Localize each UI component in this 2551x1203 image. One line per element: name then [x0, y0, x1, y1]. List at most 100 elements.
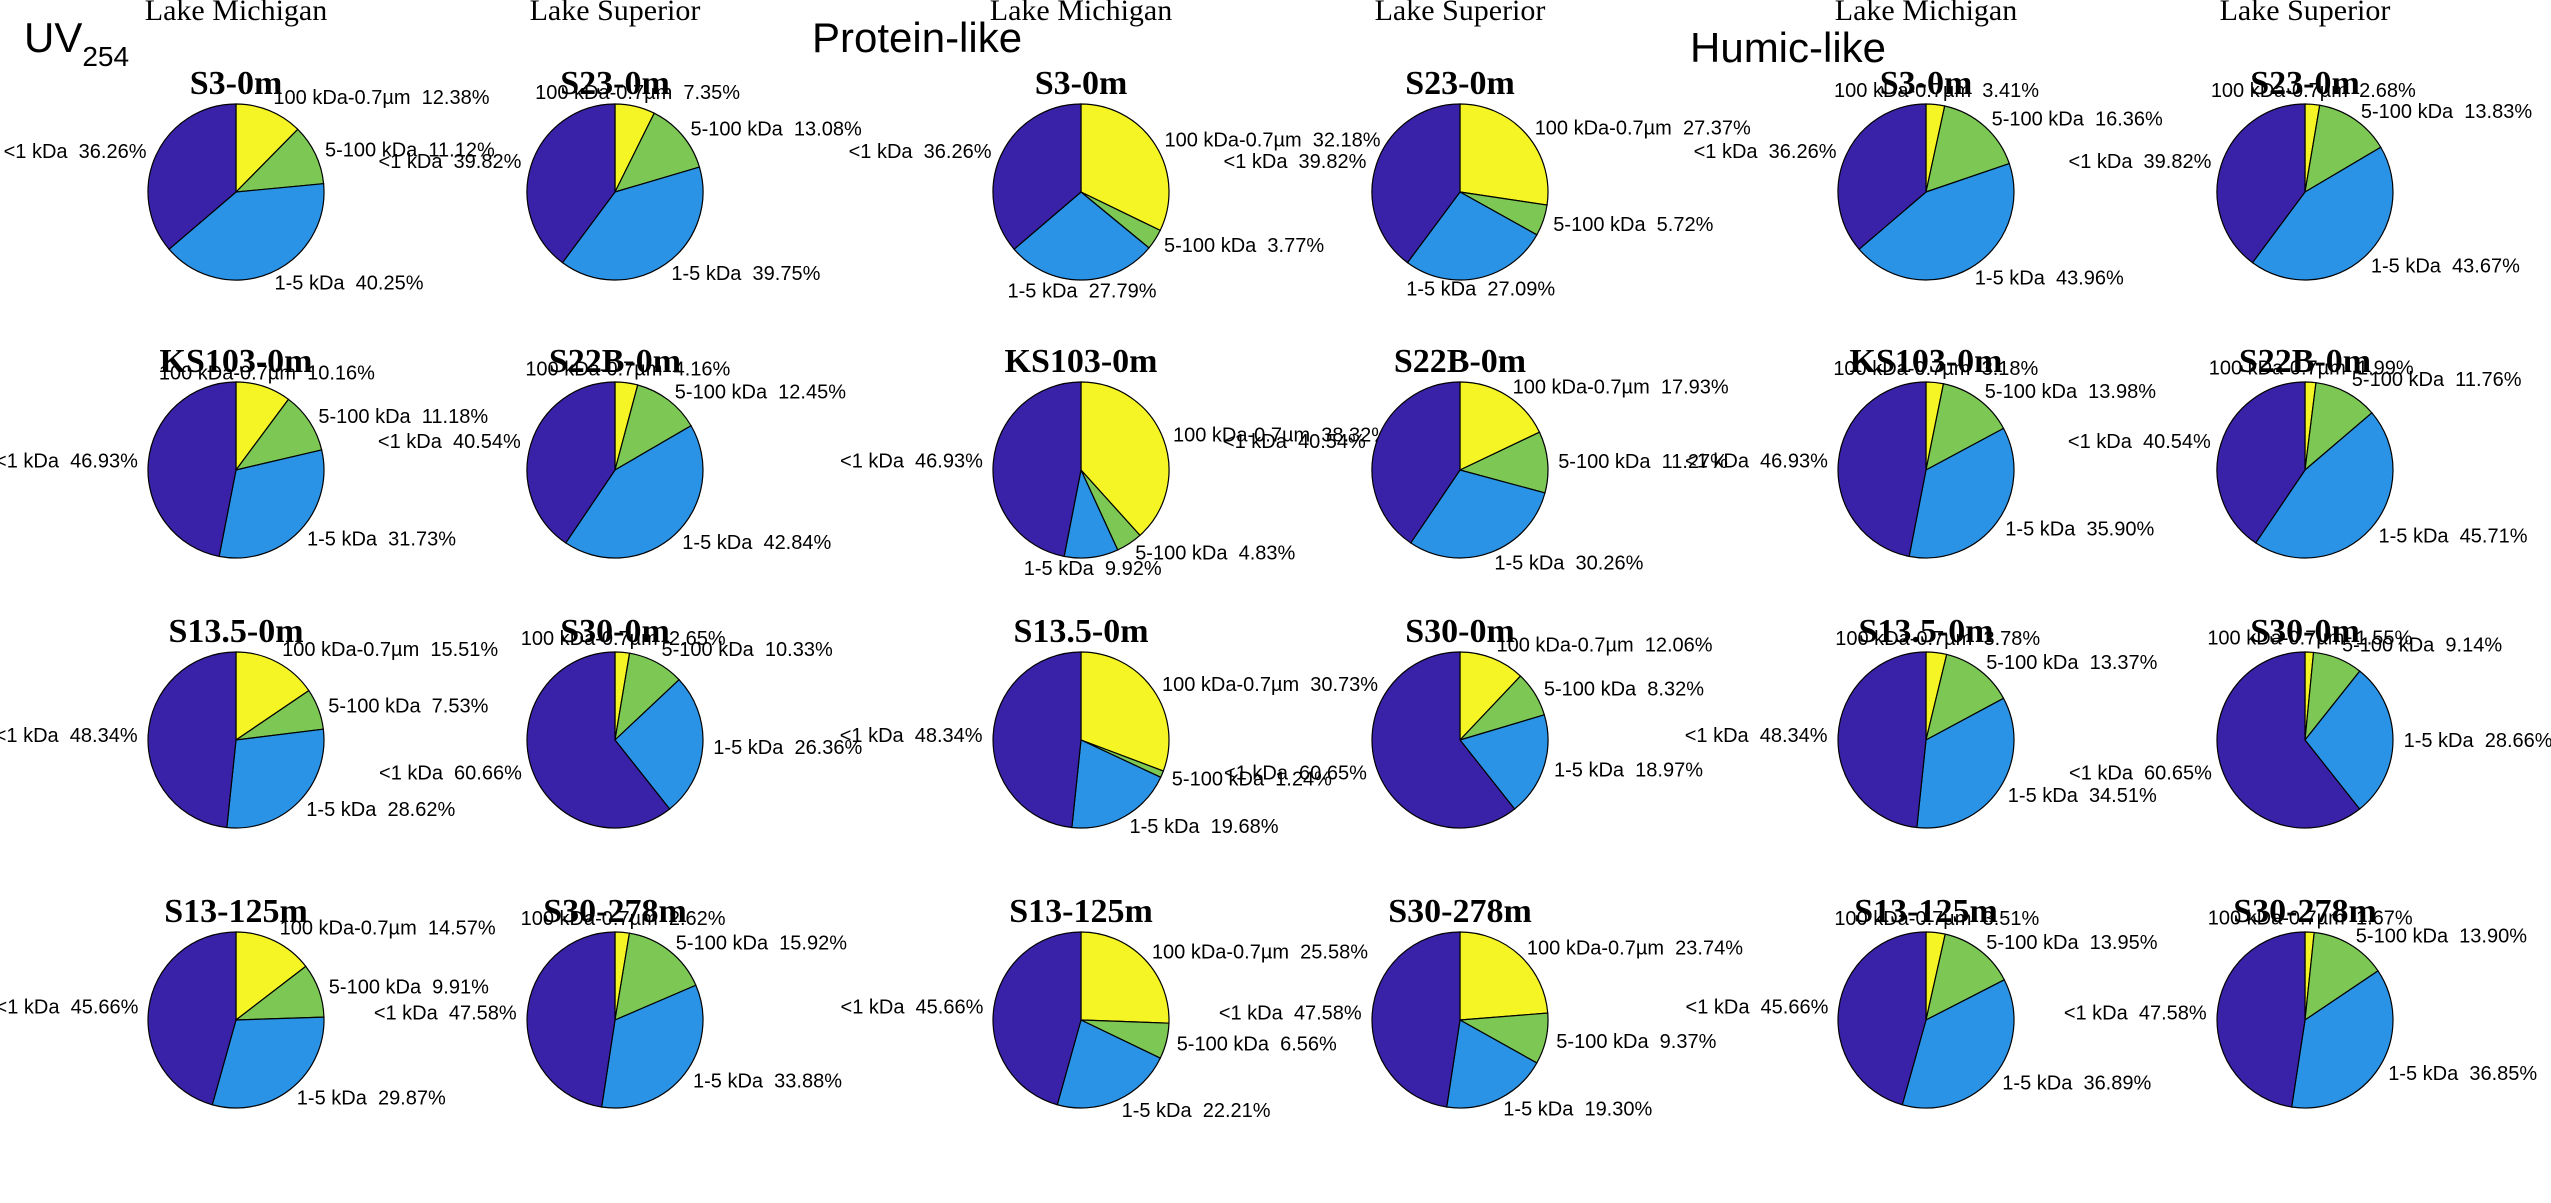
- data-label: <1 kDa 47.58%: [1219, 1003, 1362, 1025]
- pie-slice: [992, 381, 1082, 558]
- data-label: 5-100 kDa 9.91%: [329, 977, 489, 999]
- data-label: 100 kDa-0.7µm 3.51%: [1834, 908, 2039, 930]
- data-label: 100 kDa-0.7µm 4.16%: [525, 358, 730, 380]
- pie-slice: [1925, 653, 2005, 742]
- pie-title: S13.5-0m: [1858, 613, 1993, 650]
- pie-slice: [2216, 651, 2361, 829]
- column-header: Lake Superior: [530, 0, 701, 27]
- data-label: 5-100 kDa 11.76%: [2352, 369, 2522, 391]
- pie-slice: [147, 381, 237, 558]
- pie-title: S13-125m: [1009, 893, 1153, 930]
- data-label: 1-5 kDa 34.51%: [2008, 785, 2157, 807]
- data-label: 5-100 kDa 13.37%: [1986, 652, 2157, 674]
- section-label-subscript: 254: [82, 41, 129, 72]
- pie-slice: [218, 449, 325, 559]
- data-label: 5-100 kDa 3.77%: [1164, 235, 1324, 257]
- data-label: 1-5 kDa 36.85%: [2388, 1063, 2537, 1085]
- pie-title: S23-0m: [2250, 65, 2360, 102]
- pie-slice: [1371, 651, 1516, 829]
- data-label: 1-5 kDa 43.96%: [1975, 268, 2124, 290]
- section-label: UV254: [24, 14, 129, 72]
- data-label: 1-5 kDa 42.84%: [682, 532, 831, 554]
- pie-slice: [614, 932, 697, 1021]
- pie-title: S22B-0m: [2239, 343, 2371, 380]
- data-label: 1-5 kDa 22.21%: [1122, 1100, 1271, 1122]
- data-label: 5-100 kDa 13.90%: [2356, 926, 2527, 948]
- pie-title: S23-0m: [1405, 65, 1515, 102]
- pie-slice: [561, 166, 704, 281]
- pie-slice: [235, 651, 310, 742]
- pie-slice: [526, 651, 671, 829]
- data-label: 100 kDa-0.7µm 1.55%: [2207, 628, 2412, 650]
- column-header: Lake Superior: [1375, 0, 1546, 27]
- pie-title: S30-278m: [543, 893, 687, 930]
- pie-slice: [1071, 739, 1162, 829]
- section-label: Humic-like: [1690, 24, 1886, 71]
- pie-s13-125m: S13-125m 100 kDa-0.7µm 25.58% 5-100 kDa 6.…: [841, 893, 1369, 1122]
- pie-slice: [235, 103, 299, 194]
- pie-slice: [992, 103, 1082, 251]
- pie-slice: [147, 931, 237, 1106]
- column-header: Lake Michigan: [1835, 0, 2017, 27]
- pie-slice: [1406, 191, 1538, 281]
- data-label: 100 kDa-0.7µm 1.67%: [2208, 908, 2413, 930]
- pie-title: KS103-0m: [1005, 343, 1158, 380]
- data-label: 5-100 kDa 12.45%: [675, 382, 846, 404]
- data-label: 1-5 kDa 28.66%: [2404, 730, 2551, 752]
- pie-title: S13.5-0m: [1013, 613, 1148, 650]
- pie-slice: [147, 651, 237, 829]
- data-label: 100 kDa-0.7µm 23.74%: [1527, 938, 1743, 960]
- data-label: 5-100 kDa 15.92%: [676, 932, 847, 954]
- data-label: <1 kDa 48.34%: [1685, 725, 1828, 747]
- data-label: 100 kDa-0.7µm 2.65%: [521, 628, 726, 650]
- pie-s3-0m: S3-0m 100 kDa-0.7µm 32.18% 5-100 kDa 3.77%…: [849, 65, 1381, 303]
- data-label: 1-5 kDa 9.92%: [1024, 558, 1162, 580]
- pie-s23-0m: S23-0m 100 kDa-0.7µm 27.37% 5-100 kDa 5.72…: [1224, 65, 1751, 300]
- data-label: <1 kDa 46.93%: [1685, 451, 1828, 473]
- data-label: 100 kDa-0.7µm 15.51%: [282, 639, 498, 661]
- data-label: 1-5 kDa 30.26%: [1494, 552, 1643, 574]
- pie-slice: [526, 381, 616, 544]
- pie-slice: [2290, 970, 2394, 1109]
- data-label: 1-5 kDa 27.09%: [1406, 278, 1555, 300]
- pie-slice: [1446, 1019, 1538, 1109]
- pie-title: S13-125m: [1854, 893, 1998, 930]
- column-header: Lake Superior: [2220, 0, 2391, 27]
- pie-slice: [526, 103, 616, 264]
- data-label: 100 kDa-0.7µm 12.06%: [1497, 634, 1713, 656]
- data-label: 1-5 kDa 28.62%: [306, 799, 455, 821]
- data-label: 100 kDa-0.7µm 3.41%: [1834, 80, 2039, 102]
- pie-slice: [147, 103, 237, 251]
- data-label: 1-5 kDa 36.89%: [2002, 1072, 2151, 1094]
- data-label: 100 kDa-0.7µm 10.16%: [159, 362, 375, 384]
- data-label: 100 kDa-0.7µm 7.35%: [535, 82, 740, 104]
- pie-slice: [2254, 412, 2394, 559]
- pie-slice: [1409, 469, 1546, 559]
- data-label: 5-100 kDa 13.08%: [691, 119, 862, 141]
- pie-title: S3-0m: [190, 65, 283, 102]
- data-label: <1 kDa 45.66%: [841, 997, 984, 1019]
- pie-title: S30-0m: [1405, 613, 1515, 650]
- pie-slice: [1459, 931, 1549, 1021]
- pie-slice: [2304, 104, 2382, 194]
- pie-slice: [235, 931, 307, 1022]
- pie-title: S30-0m: [560, 613, 670, 650]
- pie-slice: [2216, 931, 2306, 1108]
- data-label: <1 kDa 36.26%: [849, 141, 992, 163]
- data-label: 1-5 kDa 40.25%: [275, 273, 424, 295]
- pie-title: S22B-0m: [1394, 343, 1526, 380]
- data-label: 1-5 kDa 31.73%: [307, 528, 456, 550]
- pie-slice: [614, 384, 692, 472]
- data-label: <1 kDa 60.65%: [2069, 762, 2212, 784]
- pie-ks103-0m: KS103-0m 100 kDa-0.7µm 38.32% 5-100 kDa 4.…: [840, 343, 1389, 580]
- pie-slice: [1080, 931, 1170, 1024]
- data-label: 1-5 kDa 27.79%: [1008, 281, 1157, 303]
- data-label: 5-100 kDa 9.14%: [2342, 635, 2502, 657]
- data-label: 1-5 kDa 39.75%: [671, 263, 820, 285]
